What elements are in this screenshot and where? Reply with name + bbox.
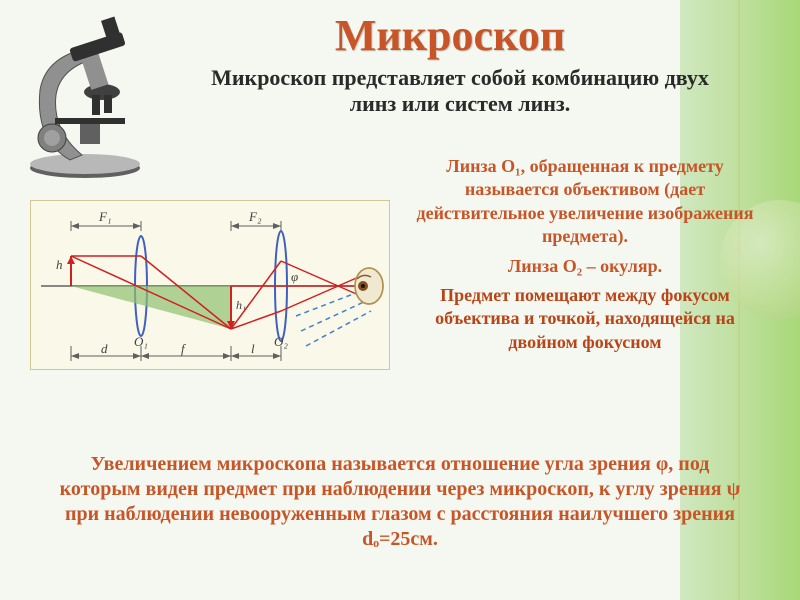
para-ocular: Линза О₂ – окуляр. — [405, 255, 765, 278]
bottom-definition: Увеличением микроскопа называется отноше… — [55, 452, 745, 552]
para-objective: Линза О₁, обращенная к предмету называет… — [405, 155, 765, 249]
svg-text:F₁: F₁ — [98, 209, 111, 224]
para-placement: Предмет помещают между фокусом объектива… — [405, 284, 765, 354]
svg-text:l: l — [251, 341, 255, 356]
svg-text:f: f — [181, 341, 187, 356]
svg-text:φ: φ — [291, 269, 298, 284]
svg-text:F₂: F₂ — [248, 209, 262, 224]
svg-text:h: h — [56, 257, 63, 272]
svg-text:d: d — [101, 341, 108, 356]
svg-text:O₁: O₁ — [134, 334, 148, 349]
subtitle: Микроскоп представляет собой комбинацию … — [200, 65, 720, 118]
microscope-image — [10, 10, 190, 180]
svg-text:O₂: O₂ — [274, 334, 288, 349]
body-text-right: Линза О₁, обращенная к предмету называет… — [405, 155, 765, 354]
optics-diagram: h h₁ F₁ — [30, 200, 390, 370]
page-title: Микроскоп — [200, 10, 700, 61]
